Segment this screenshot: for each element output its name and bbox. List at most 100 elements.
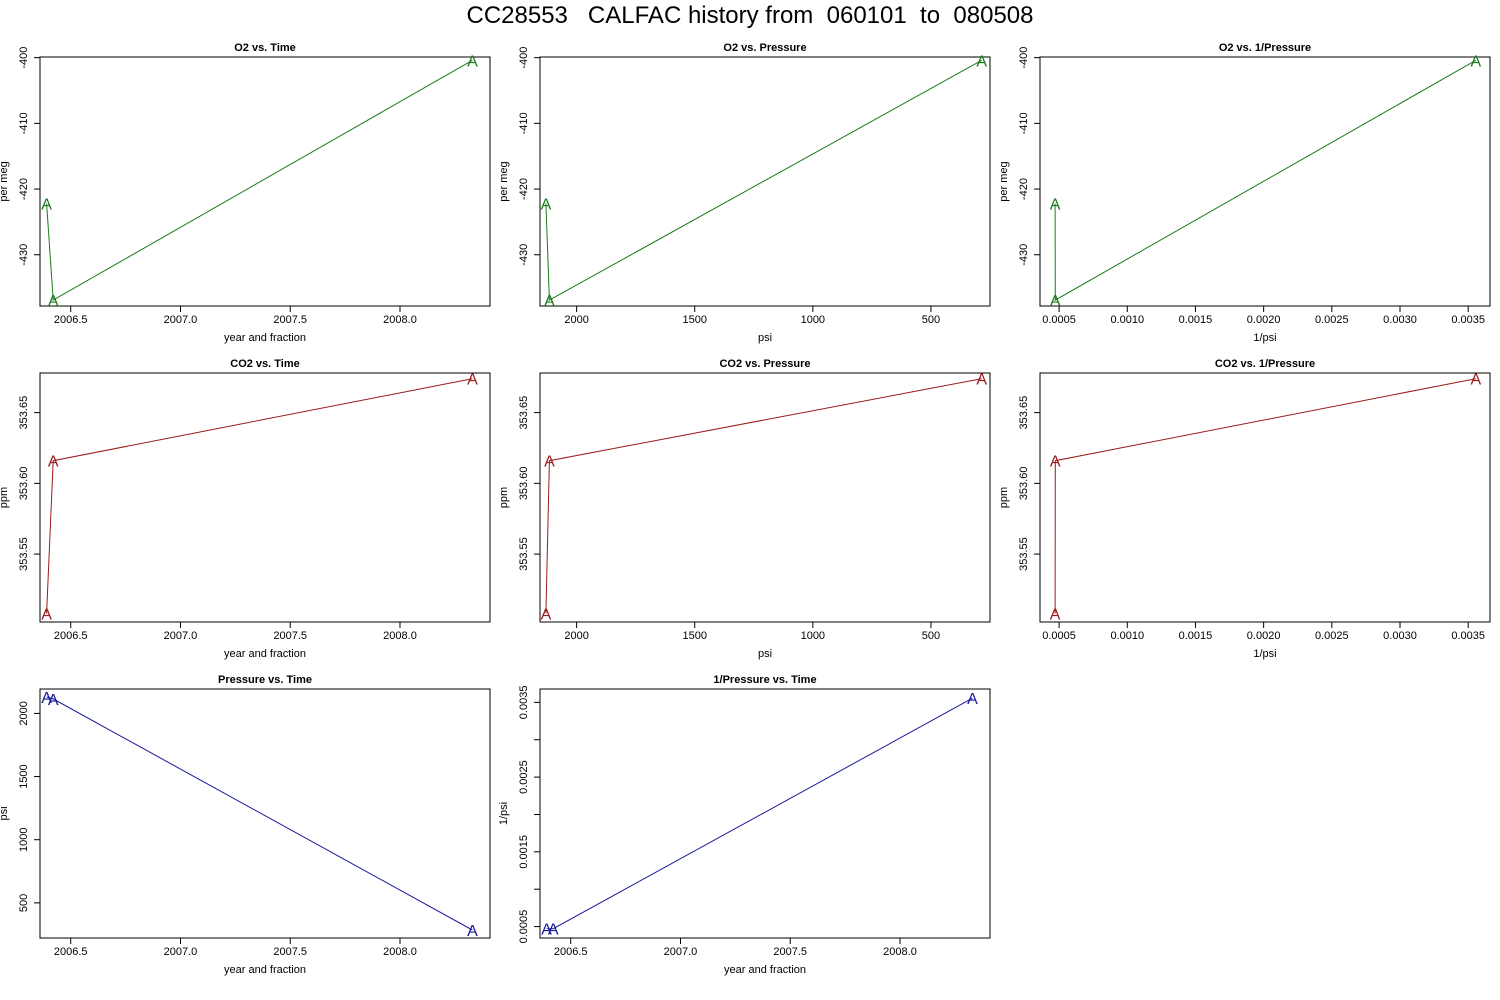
data-point: A [467, 53, 478, 70]
plot-title: O2 vs. Pressure [723, 42, 806, 54]
series-line [545, 378, 982, 614]
plot-panel-5: CO2 vs. Pressure 2000 1500 1000 500 psi 353.55… [498, 358, 991, 660]
plot-frame [39, 688, 491, 939]
data-point: A [1470, 372, 1481, 389]
y-tick-label: 353.60 [1018, 467, 1030, 501]
plot-frame [39, 372, 491, 623]
x-tick-label: 2006.5 [54, 946, 88, 958]
y-tick-label: 0.0035 [518, 686, 530, 720]
x-axis-label: 1/psi [1253, 332, 1276, 344]
x-tick-label: 1500 [682, 314, 706, 326]
x-tick-label: 2006.5 [54, 314, 88, 326]
plot-frame [539, 372, 991, 623]
x-tick-label: 2006.5 [554, 946, 588, 958]
plot-panel-4: CO2 vs. Time 2006.5 2007.0 2007.5 2008.0 year… [0, 358, 491, 660]
series-line [546, 697, 973, 930]
x-tick-label: 2007.0 [164, 314, 198, 326]
x-axis-label: year and fraction [224, 332, 306, 344]
y-tick-label: -430 [18, 244, 30, 266]
data-point: A [41, 197, 52, 214]
plot-panel-2: O2 vs. Pressure 2000 1500 1000 500 psi -400 -41… [498, 42, 991, 344]
x-tick-label: 0.0005 [1042, 630, 1076, 642]
series-line [1054, 59, 1477, 301]
y-axis-label: per meg [0, 161, 10, 201]
x-tick-label: 2000 [564, 630, 588, 642]
x-tick-label: 2008.0 [383, 314, 417, 326]
plot-panel-8: 1/Pressure vs. Time 2006.5 2007.0 2007.5 200… [498, 674, 991, 976]
x-tick-label: 1500 [682, 630, 706, 642]
plot-panel-3: O2 vs. 1/Pressure 0.0005 0.0010 0.0015 0.002… [998, 42, 1491, 344]
page-title: CC28553 CALFAC history from 060101 to 08… [466, 2, 1034, 29]
y-tick-label: -410 [18, 112, 30, 134]
y-tick-label: 0.0005 [518, 910, 530, 944]
y-tick-label: 353.65 [1018, 396, 1030, 430]
x-tick-label: 1000 [801, 630, 825, 642]
x-tick-label: 500 [922, 630, 940, 642]
data-point: A [48, 692, 59, 709]
x-tick-label: 0.0015 [1179, 314, 1213, 326]
x-tick-label: 2007.5 [273, 630, 307, 642]
data-point: A [1050, 293, 1061, 310]
x-tick-label: 2007.0 [164, 946, 198, 958]
y-tick-label: 353.60 [18, 467, 30, 501]
plot-title: Pressure vs. Time [218, 674, 312, 686]
y-tick-label: -400 [518, 47, 530, 69]
y-tick-label: 0.0025 [518, 760, 530, 794]
x-tick-label: 2007.0 [164, 630, 198, 642]
data-point: A [1050, 454, 1061, 471]
data-point: A [976, 372, 987, 389]
data-point: A [544, 293, 555, 310]
series-line [46, 59, 473, 301]
x-tick-label: 2000 [564, 314, 588, 326]
data-point: A [48, 293, 59, 310]
x-tick-label: 0.0025 [1315, 314, 1349, 326]
y-tick-label: -420 [518, 178, 530, 200]
data-point: A [548, 922, 559, 939]
plot-title: O2 vs. Time [234, 42, 296, 54]
data-point: A [541, 922, 552, 939]
data-point: A [541, 607, 552, 624]
x-tick-label: 1000 [801, 314, 825, 326]
y-tick-label: 353.65 [518, 396, 530, 430]
data-point: A [48, 454, 59, 471]
y-tick-label: -410 [1018, 112, 1030, 134]
plot-frame [1039, 372, 1491, 623]
plot-frame [39, 56, 491, 307]
x-tick-label: 0.0020 [1247, 630, 1281, 642]
plot-panel-1: O2 vs. Time 2006.5 2007.0 2007.5 2008.0 year … [0, 42, 491, 344]
x-tick-label: 0.0015 [1179, 630, 1213, 642]
data-point: A [1050, 607, 1061, 624]
y-tick-label: -430 [518, 244, 530, 266]
x-tick-label: 0.0005 [1042, 314, 1076, 326]
y-axis-label: 1/psi [498, 802, 510, 825]
x-axis-label: psi [758, 648, 772, 660]
x-tick-label: 0.0025 [1315, 630, 1349, 642]
x-tick-label: 2007.5 [773, 946, 807, 958]
x-tick-label: 2007.5 [273, 946, 307, 958]
x-tick-label: 0.0010 [1110, 314, 1144, 326]
y-tick-label: -420 [1018, 178, 1030, 200]
y-tick-label: 353.65 [18, 396, 30, 430]
x-axis-label: year and fraction [224, 648, 306, 660]
plot-title: CO2 vs. 1/Pressure [1215, 358, 1315, 370]
y-tick-label: 353.55 [1018, 537, 1030, 571]
y-tick-label: -410 [518, 112, 530, 134]
y-tick-label: -420 [18, 178, 30, 200]
plot-title: CO2 vs. Time [230, 358, 300, 370]
x-tick-label: 2008.0 [383, 630, 417, 642]
y-tick-label: 1500 [18, 764, 30, 788]
y-axis-label: per meg [998, 161, 1010, 201]
x-tick-label: 2008.0 [383, 946, 417, 958]
x-tick-label: 0.0020 [1247, 314, 1281, 326]
y-tick-label: 2000 [18, 701, 30, 725]
plot-title: 1/Pressure vs. Time [713, 674, 816, 686]
plot-title: CO2 vs. Pressure [719, 358, 810, 370]
x-axis-label: 1/psi [1253, 648, 1276, 660]
y-tick-label: -400 [1018, 47, 1030, 69]
plot-panel-6: CO2 vs. 1/Pressure 0.0005 0.0010 0.0015 0.00… [998, 358, 1491, 660]
series-line [46, 378, 473, 614]
y-tick-label: -430 [1018, 244, 1030, 266]
y-axis-label: psi [0, 806, 10, 820]
x-axis-label: psi [758, 332, 772, 344]
